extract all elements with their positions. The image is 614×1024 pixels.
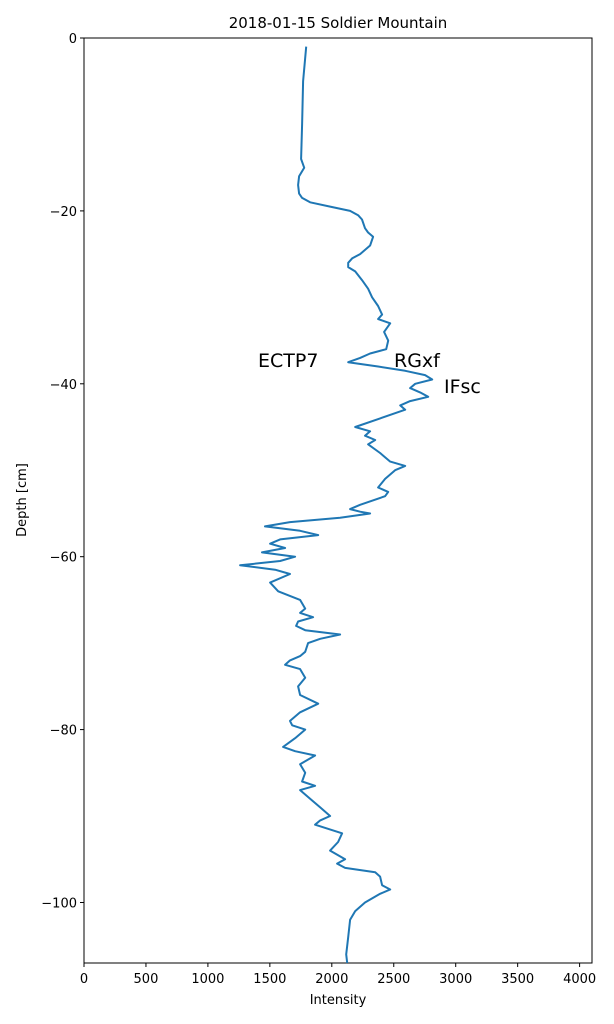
y-tick-label: −60 <box>50 551 77 566</box>
x-tick-label: 3000 <box>439 972 472 987</box>
annotation: ECTP7 <box>258 350 318 372</box>
y-tick-label: −20 <box>50 205 77 220</box>
x-tick-label: 2500 <box>377 972 410 987</box>
x-tick-label: 500 <box>134 972 159 987</box>
y-tick-label: 0 <box>69 32 77 47</box>
y-tick-label: −40 <box>50 378 77 393</box>
annotation: IFsc <box>444 376 481 398</box>
y-axis-label: Depth [cm] <box>15 463 30 537</box>
axes-frame <box>83 37 593 964</box>
annotation: RGxf <box>394 350 441 372</box>
x-tick-label: 2000 <box>315 972 348 987</box>
x-tick-label: 3500 <box>501 972 534 987</box>
x-tick-label: 4000 <box>563 972 596 987</box>
x-tick-label: 1000 <box>191 972 224 987</box>
y-tick-label: −100 <box>41 896 77 911</box>
x-axis-label: Intensity <box>310 993 367 1008</box>
x-tick-label: 0 <box>80 972 88 987</box>
data-line <box>239 46 434 964</box>
chart-title: 2018-01-15 Soldier Mountain <box>229 14 448 32</box>
x-tick-label: 1500 <box>253 972 286 987</box>
y-tick-label: −80 <box>50 724 77 739</box>
